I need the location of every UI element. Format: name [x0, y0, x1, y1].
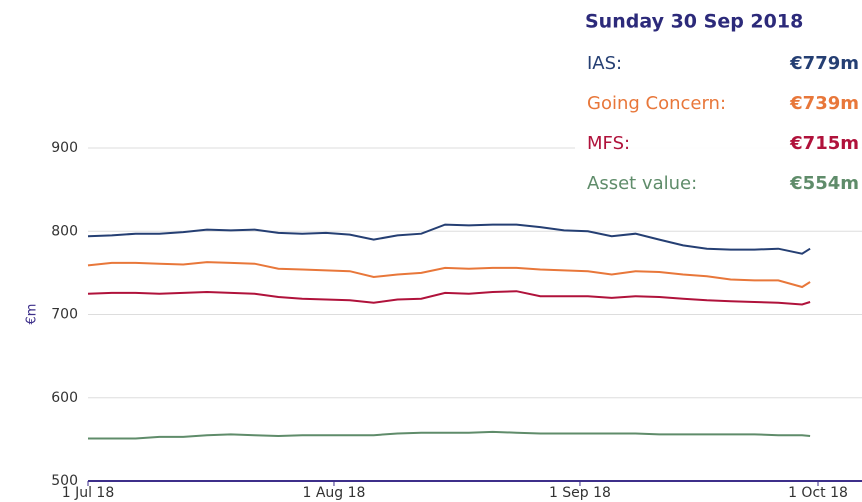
- series-line: [87, 261, 811, 289]
- tooltip-label: Going Concern:: [587, 93, 726, 114]
- tooltip-value: €739m: [789, 93, 859, 114]
- x-tick-label: 1 Sep 18: [549, 485, 611, 501]
- tooltip-title: Sunday 30 Sep 2018: [585, 11, 803, 33]
- series-line: [88, 430, 811, 440]
- y-axis-label: €m: [25, 304, 40, 325]
- y-tick-label: 700: [51, 307, 78, 323]
- x-tick-label: 1 Oct 18: [788, 485, 848, 501]
- tooltip-value: €779m: [789, 53, 859, 74]
- tooltip-value: €554m: [789, 173, 859, 194]
- x-tick-label: 1 Jul 18: [62, 485, 115, 501]
- series-line: [87, 223, 811, 255]
- tooltip-box: [575, 0, 862, 205]
- tooltip-value: €715m: [789, 133, 859, 154]
- y-tick-label: 900: [51, 140, 78, 156]
- y-tick-label: 600: [51, 390, 78, 406]
- tooltip-label: Asset value:: [587, 173, 697, 194]
- x-tick-label: 1 Aug 18: [302, 485, 365, 501]
- y-tick-label: 800: [51, 223, 78, 239]
- y-tick-label: 500: [51, 473, 78, 489]
- tooltip-label: IAS:: [587, 53, 622, 74]
- series-line: [87, 290, 811, 306]
- tooltip-label: MFS:: [587, 133, 630, 154]
